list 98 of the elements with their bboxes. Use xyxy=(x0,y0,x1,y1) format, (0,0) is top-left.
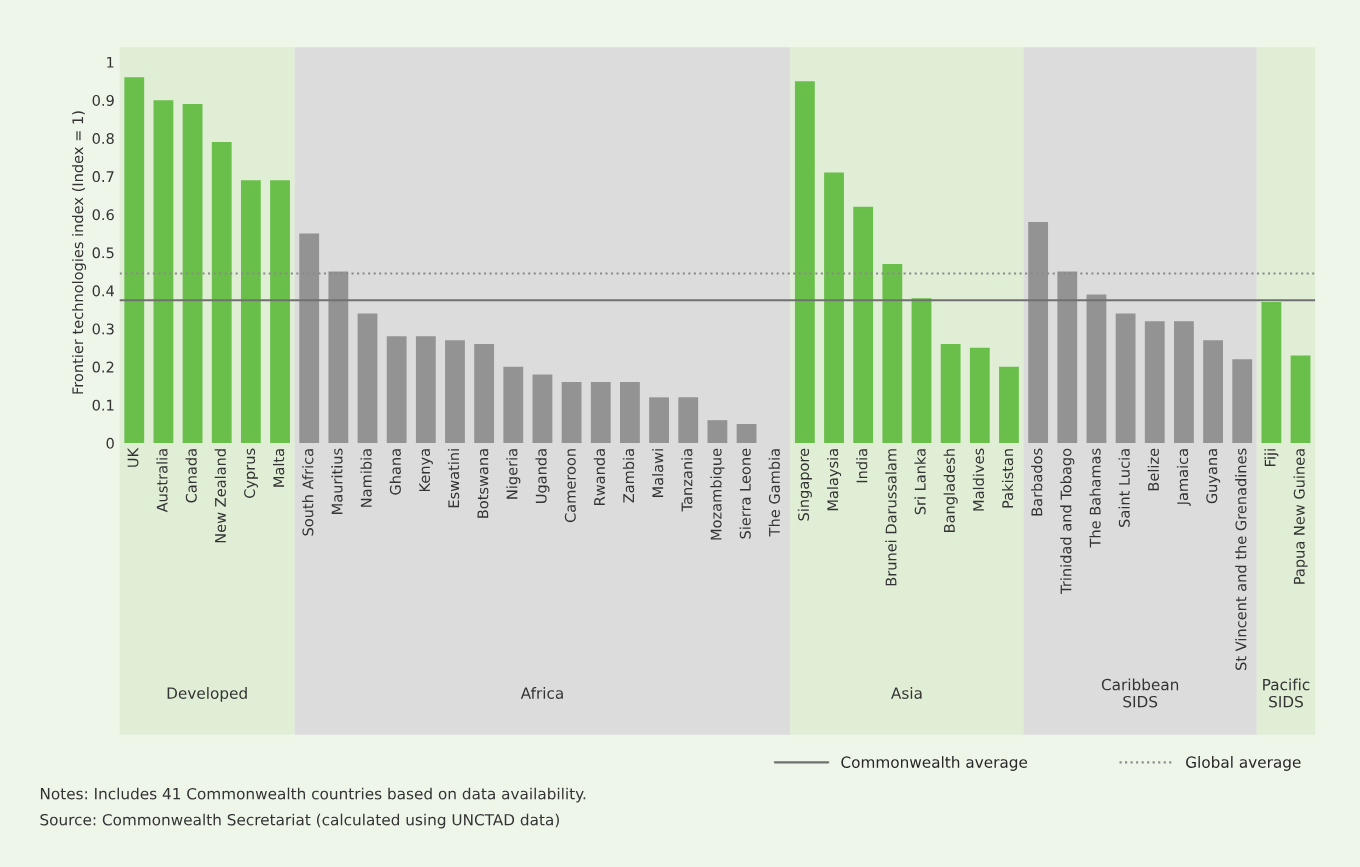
x-tick-label: Maldives xyxy=(972,448,985,511)
y-tick-label: 0.5 xyxy=(92,247,114,259)
bar xyxy=(503,366,524,444)
x-tick-label: Zambia xyxy=(622,449,635,503)
x-tick-label: Saint Lucia xyxy=(1118,449,1130,527)
x-tick-label: Barbados xyxy=(1031,448,1043,516)
bar xyxy=(357,313,378,444)
bar xyxy=(270,180,290,444)
y-tick-label: 0.7 xyxy=(92,171,114,183)
bar xyxy=(794,81,815,444)
bar xyxy=(999,366,1019,444)
band-label: Asia xyxy=(891,687,922,699)
x-tick-label: Cameroon xyxy=(564,449,576,523)
bar xyxy=(445,340,465,444)
bar xyxy=(153,100,174,444)
x-tick-label: Mozambique xyxy=(710,448,725,540)
bar xyxy=(853,206,874,444)
x-tick-label: UK xyxy=(127,447,139,467)
x-tick-label: Nigeria xyxy=(506,449,521,499)
bar xyxy=(969,347,990,444)
bar xyxy=(1144,321,1165,444)
legend-label: Commonwealth average xyxy=(841,756,1028,771)
x-tick-label: Trinidad and Tobago xyxy=(1060,448,1075,594)
bar xyxy=(1232,359,1253,444)
bar xyxy=(911,298,932,444)
bar xyxy=(211,142,232,444)
bar xyxy=(1115,313,1136,444)
bar xyxy=(940,343,961,444)
y-axis-title: Frontier technologies index (Index = 1) xyxy=(71,111,87,394)
bar xyxy=(678,397,699,444)
bar xyxy=(649,397,669,444)
x-tick-label: India xyxy=(856,449,868,483)
x-tick-label: Cyprus xyxy=(244,448,258,498)
bar xyxy=(590,382,611,444)
x-tick-label: Belize xyxy=(1147,448,1159,491)
x-tick-label: Guyana xyxy=(1206,449,1221,504)
bar xyxy=(1203,340,1223,444)
bar xyxy=(736,423,757,444)
bar xyxy=(620,382,640,444)
x-tick-label: Sierra Leone xyxy=(739,448,751,539)
x-tick-label: Singapore xyxy=(797,448,812,521)
x-tick-label: The Bahamas xyxy=(1089,448,1101,548)
x-tick-label: Papua New Guinea xyxy=(1293,449,1308,584)
bar xyxy=(474,343,495,444)
x-tick-label: Tanzania xyxy=(681,449,693,512)
x-tick-label: Mauritius xyxy=(331,448,343,514)
x-tick-label: Canada xyxy=(185,449,197,503)
y-tick-label: 0 xyxy=(106,437,114,449)
band-label: Caribbean SIDS xyxy=(1101,678,1179,708)
bar xyxy=(240,180,261,444)
x-tick-label: South Africa xyxy=(302,449,314,536)
y-tick-label: 0.3 xyxy=(92,323,114,335)
y-tick-label: 0.2 xyxy=(92,361,114,373)
y-tick-label: 0.1 xyxy=(92,399,114,411)
x-tick-label: St Vincent and the Grenadines xyxy=(1235,448,1247,670)
x-tick-label: Brunei Darussalam xyxy=(885,449,897,586)
band-label: Developed xyxy=(167,687,247,702)
x-tick-label: Botswana xyxy=(477,449,489,518)
bar xyxy=(882,263,903,444)
band-label: Africa xyxy=(520,687,563,699)
x-tick-label: Jamaica xyxy=(1176,449,1191,507)
bar xyxy=(561,382,582,444)
x-tick-label: Eswatini xyxy=(447,449,460,508)
bar xyxy=(707,420,728,444)
x-tick-label: Uganda xyxy=(535,449,550,503)
y-tick-label: 1 xyxy=(107,56,114,68)
x-tick-label: Malaysia xyxy=(826,449,842,511)
x-tick-label: Namibia xyxy=(360,449,372,507)
x-tick-label: Pakistan xyxy=(1001,449,1014,508)
bar xyxy=(415,336,436,444)
bar xyxy=(532,374,553,444)
x-tick-label: Rwanda xyxy=(593,449,605,505)
bar xyxy=(1174,321,1194,444)
x-tick-label: Malawi xyxy=(652,449,664,497)
bar xyxy=(182,103,203,444)
y-tick-label: 0.4 xyxy=(92,285,114,297)
y-tick-label: 0.8 xyxy=(92,132,114,145)
x-tick-label: The Gambia xyxy=(768,449,780,537)
text: Notes: Includes 41 Commonwealth countries based on data availability. xyxy=(40,787,586,803)
x-tick-label: Malta xyxy=(272,449,285,487)
x-tick-label: Sri Lanka xyxy=(914,449,926,515)
x-tick-label: Australia xyxy=(156,449,168,513)
y-tick-label: 0.6 xyxy=(92,209,114,221)
x-tick-label: Ghana xyxy=(389,449,401,495)
band-label: Pacific SIDS xyxy=(1263,678,1310,708)
bar xyxy=(1261,302,1282,444)
bar xyxy=(386,336,407,444)
x-tick-label: New Zealand xyxy=(214,449,226,543)
bar xyxy=(824,172,844,444)
legend-label: Global average xyxy=(1186,756,1301,771)
bar xyxy=(1086,294,1107,444)
bar xyxy=(1290,355,1311,444)
y-tick-label: 0.9 xyxy=(92,94,114,106)
x-tick-label: Kenya xyxy=(419,449,433,492)
source-note: Source: Commonwealth Secretariat (calculated using UNCTAD data) xyxy=(40,813,559,829)
x-tick-label: Bangladesh xyxy=(943,449,958,532)
bar xyxy=(124,77,145,444)
x-tick-label: Fiji xyxy=(1264,449,1279,466)
